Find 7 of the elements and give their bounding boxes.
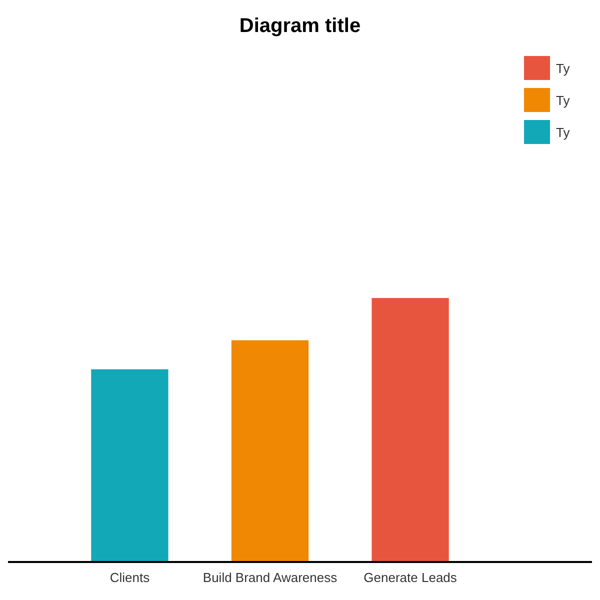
legend-label: Ty — [556, 125, 570, 140]
legend-label: Ty — [556, 93, 570, 108]
chart-title: Diagram title — [239, 15, 361, 37]
legend-label: Ty — [556, 61, 570, 76]
x-tick-label: Clients — [110, 570, 150, 585]
x-tick-label: Generate Leads — [364, 570, 458, 585]
x-tick-label: Build Brand Awareness — [202, 570, 338, 585]
